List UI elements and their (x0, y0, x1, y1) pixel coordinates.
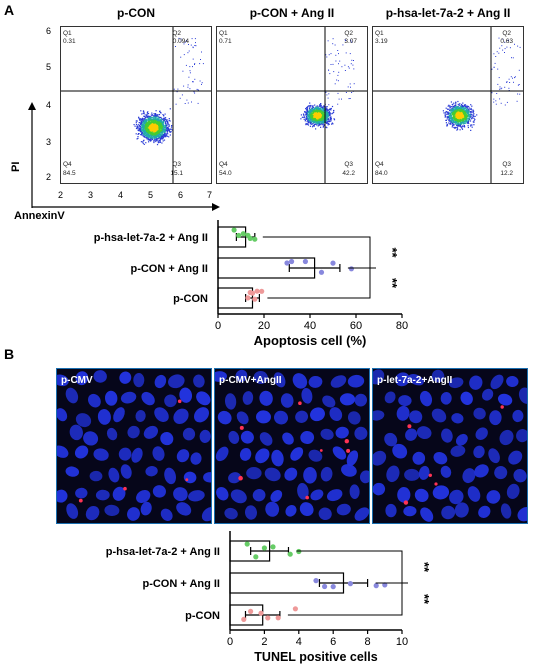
category-label: p-CON (185, 610, 220, 622)
micro-image-3: p-let-7a-2+AngII (372, 368, 528, 524)
flow-plot-2: Q1 0.71 Q2 3.07 Q4 54.0 Q3 42.2 (216, 26, 368, 184)
category-label: p-CON + Ang II (130, 263, 208, 275)
data-point (275, 615, 281, 621)
flow-plot-3: Q1 3.19 Q2 0.63 Q4 84.0 Q3 12.2 (372, 26, 524, 184)
flow-xtick: 5 (148, 190, 154, 200)
x-axis-label: TUNEL positive cells (254, 650, 377, 664)
micro-image-1: p-CMV (56, 368, 212, 524)
data-point (258, 610, 264, 616)
flow-ytick: 5 (46, 62, 52, 72)
data-point (287, 551, 293, 557)
significance-label: ** (385, 247, 400, 258)
data-point (330, 260, 336, 266)
x-tick-label: 4 (296, 636, 302, 648)
x-axis-label: Apoptosis cell (%) (254, 333, 367, 348)
scatter-points (133, 37, 204, 146)
data-point (348, 266, 354, 272)
data-point (265, 615, 271, 621)
annexin-axis-label: AnnexinV (14, 210, 65, 222)
data-point (270, 544, 276, 550)
x-tick-label: 10 (396, 636, 408, 648)
scatter-points (300, 38, 355, 130)
apoptosis-bar-chart: p-hsa-let-7a-2 + Ang II p-CON + Ang II p-C… (94, 220, 408, 348)
significance-label: ** (417, 562, 432, 573)
nuclei (373, 369, 527, 522)
data-point (240, 231, 246, 237)
data-point (252, 236, 258, 242)
pi-axis-label: PI (10, 161, 22, 172)
significance-brackets (287, 550, 408, 616)
x-tick-label: 40 (304, 320, 316, 332)
tunel-signal (238, 401, 351, 500)
pi-axis-arrow (28, 102, 36, 208)
annexin-axis-arrow (32, 203, 220, 211)
data-point (284, 260, 290, 266)
significance-brackets (262, 236, 376, 299)
data-point (241, 616, 247, 622)
tunel-bar-chart: p-hsa-let-7a-2 + Ang II p-CON + Ang II p-C… (106, 531, 432, 664)
flow-ytick: 6 (46, 26, 52, 36)
flow-xtick: 4 (118, 190, 124, 200)
flow-title-1: p-CON (117, 6, 155, 20)
flow-xtick: 3 (88, 190, 94, 200)
significance-label: ** (417, 594, 432, 605)
data-point (247, 235, 253, 241)
data-point (261, 545, 267, 551)
significance-label: ** (385, 278, 400, 289)
data-point (373, 583, 379, 589)
data-point (347, 581, 353, 587)
data-point (313, 578, 319, 584)
nuclei (57, 370, 211, 522)
x-tick-label: 6 (330, 636, 336, 648)
panel-b-label: B (4, 346, 15, 362)
data-point (289, 258, 295, 265)
x-tick-label: 2 (261, 636, 267, 648)
micro-label-1: p-CMV (61, 375, 93, 386)
category-label: p-CON + Ang II (142, 578, 220, 590)
data-point (322, 583, 328, 590)
flow-xtick: 6 (178, 190, 184, 200)
flow-title-3: p-hsa-let-7a-2 + Ang II (385, 6, 511, 20)
data-point (236, 232, 242, 239)
category-label: p-hsa-let-7a-2 + Ang II (106, 546, 220, 558)
x-tick-label: 60 (350, 320, 362, 332)
data-point (231, 227, 237, 233)
data-point (292, 606, 298, 612)
flow-xtick: 2 (58, 190, 64, 200)
category-label: p-hsa-let-7a-2 + Ang II (94, 232, 208, 244)
data-point (245, 295, 251, 301)
x-tick-label: 8 (365, 636, 371, 648)
data-point (244, 541, 250, 547)
flow-ytick: 2 (46, 172, 52, 182)
micro-label-3: p-let-7a-2+AngII (377, 375, 453, 386)
flow-ytick: 4 (46, 100, 52, 110)
data-point (248, 608, 254, 614)
flow-ytick: 3 (46, 137, 52, 147)
data-point (253, 554, 259, 560)
data-point (254, 288, 260, 294)
scatter-points (442, 37, 521, 131)
category-label: p-CON (173, 293, 208, 305)
micro-label-2: p-CMV+AngII (219, 375, 282, 386)
tunel-signal (403, 405, 504, 505)
flow-xtick: 7 (207, 190, 213, 200)
x-tick-label: 0 (227, 636, 233, 648)
data-point (382, 582, 388, 588)
data-point (330, 584, 336, 590)
data-point (318, 269, 325, 275)
micro-image-2: p-CMV+AngII (214, 368, 370, 524)
nuclei (215, 369, 369, 521)
data-point (249, 290, 256, 296)
data-point (302, 258, 308, 265)
flow-plot-1: Q1 0.31 Q2 0.094 Q4 84.5 Q3 15.1 (60, 26, 212, 184)
panel-a-label: A (4, 2, 15, 18)
tunel-signal (78, 399, 189, 503)
x-tick-label: 0 (215, 320, 221, 332)
x-tick-label: 20 (258, 320, 270, 332)
x-tick-label: 80 (396, 320, 408, 332)
flow-title-2: p-CON + Ang II (249, 6, 335, 20)
data-point (252, 296, 258, 302)
data-point (259, 288, 265, 294)
